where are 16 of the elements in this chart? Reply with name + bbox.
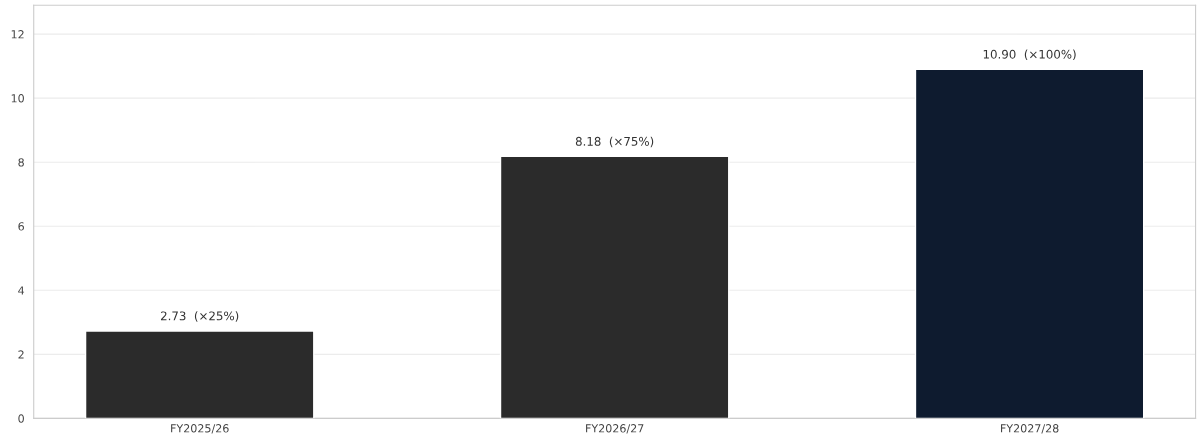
y-tick-label: 12: [11, 30, 24, 39]
data-label: 8.18 (×75%): [575, 136, 654, 148]
y-tick-label: 6: [18, 222, 24, 231]
y-tick-label: 0: [18, 414, 24, 423]
y-tick-label: 4: [18, 286, 25, 295]
y-tick-label: 10: [11, 94, 24, 103]
y-tick-label: 8: [18, 158, 24, 167]
x-tick-label: FY2026/27: [586, 424, 644, 434]
bar: [914, 68, 1145, 419]
data-label: 2.73 (×25%): [160, 311, 239, 322]
data-label: 10.90 (×100%): [983, 49, 1076, 61]
x-tick-label: FY2027/28: [1001, 424, 1059, 434]
y-tick-label: 2: [18, 350, 24, 359]
bar: [499, 155, 730, 419]
x-tick-label: FY2025/26: [171, 424, 229, 434]
bar: [84, 330, 315, 419]
